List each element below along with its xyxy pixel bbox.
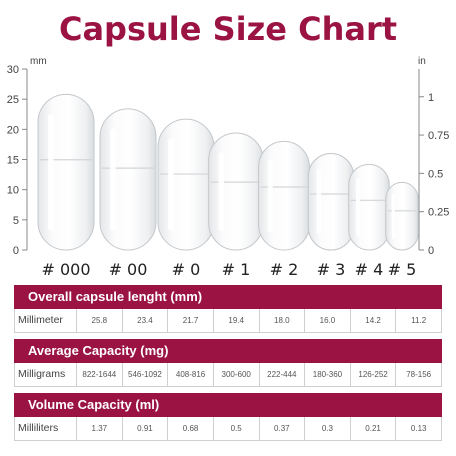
capacity-cell: 822-1644 bbox=[77, 363, 123, 386]
capsule-highlight bbox=[356, 178, 361, 236]
capsule-highlight bbox=[48, 113, 54, 231]
capacity-cell: 408-816 bbox=[168, 363, 214, 386]
length-cell: 19.4 bbox=[214, 309, 260, 332]
volume-table-header: Volume Capacity (ml) bbox=[14, 393, 442, 417]
capsule-highlight bbox=[218, 152, 224, 231]
capsule bbox=[307, 152, 355, 251]
left-axis-tick-label: 25 bbox=[7, 94, 19, 106]
volume-cell: 0.21 bbox=[351, 417, 397, 440]
volume-cell: 0.37 bbox=[260, 417, 306, 440]
length-cell: 14.2 bbox=[351, 309, 397, 332]
capsule-body bbox=[37, 93, 95, 251]
capsule-body bbox=[258, 140, 310, 251]
capacity-table: Average Capacity (mg) Milligrams 822-164… bbox=[14, 339, 442, 387]
capsule-highlight bbox=[316, 169, 322, 235]
capsule-size-label: # 1 bbox=[222, 260, 251, 279]
volume-cell: 0.13 bbox=[410, 424, 427, 433]
capsule bbox=[385, 181, 419, 251]
page-title: Capsule Size Chart bbox=[58, 10, 398, 48]
left-axis-tick-label: 15 bbox=[7, 155, 19, 167]
capacity-table-row: Milligrams 822-1644 546-1092 408-816 300… bbox=[14, 363, 442, 387]
capsule bbox=[37, 93, 95, 251]
capsule-size-label: # 4 bbox=[355, 260, 384, 279]
capacity-row-label: Milligrams bbox=[15, 363, 77, 386]
volume-cell: 0.68 bbox=[168, 417, 214, 440]
left-axis-tick-label: 20 bbox=[7, 124, 19, 136]
length-cell: 16.0 bbox=[305, 309, 351, 332]
capacity-cell: 78-156 bbox=[406, 370, 432, 379]
capsule bbox=[99, 108, 157, 251]
capsule bbox=[348, 163, 390, 251]
capsule-highlight bbox=[110, 128, 116, 231]
capsule-size-label: # 000 bbox=[41, 260, 90, 279]
left-axis-tick-label: 30 bbox=[7, 64, 19, 76]
length-cell: 23.4 bbox=[123, 309, 169, 332]
volume-cell: 0.5 bbox=[214, 417, 260, 440]
right-axis-tick-label: 0.5 bbox=[428, 168, 443, 180]
capsule-highlight bbox=[168, 138, 174, 231]
capsule-highlight bbox=[391, 193, 395, 239]
capsule-size-label: # 2 bbox=[270, 260, 299, 279]
right-axis-tick-label: 0.75 bbox=[428, 130, 449, 142]
left-axis-tick-label: 0 bbox=[13, 245, 19, 257]
right-axis-unit: in bbox=[418, 56, 426, 67]
capsule-chart: 0 5 10 15 20 25 30 mm 0 0.25 0.5 0.75 1 in # 000 # 00 #… bbox=[7, 56, 450, 279]
left-axis-tick-label: 10 bbox=[7, 185, 19, 197]
capacity-cell: 222-444 bbox=[260, 363, 306, 386]
capsule-body bbox=[208, 132, 264, 251]
length-cell: 18.0 bbox=[260, 309, 306, 332]
length-cell: 21.7 bbox=[168, 309, 214, 332]
capsule-size-label: # 5 bbox=[388, 260, 417, 279]
capsule-size-label: # 3 bbox=[317, 260, 346, 279]
right-axis-tick-label: 0.25 bbox=[428, 207, 449, 219]
volume-cell: 1.37 bbox=[77, 417, 123, 440]
left-axis-unit: mm bbox=[30, 56, 47, 67]
length-table: Overall capsule lenght (mm) Millimeter 2… bbox=[14, 285, 442, 333]
volume-row-label: Milliliters bbox=[15, 417, 77, 440]
right-axis-tick-label: 0 bbox=[428, 245, 434, 257]
length-cell: 25.8 bbox=[77, 309, 123, 332]
right-axis-tick-label: 1 bbox=[428, 92, 434, 104]
length-row-label: Millimeter bbox=[15, 309, 77, 332]
capsule-body bbox=[157, 118, 215, 251]
capacity-cell: 300-600 bbox=[214, 363, 260, 386]
capsule-body bbox=[385, 181, 419, 251]
capsule-size-label: # 0 bbox=[172, 260, 201, 279]
volume-table: Volume Capacity (ml) Milliliters 1.37 0.… bbox=[14, 393, 442, 441]
capsule-size-label: # 00 bbox=[109, 260, 148, 279]
capacity-cell: 180-360 bbox=[305, 363, 351, 386]
left-axis-tick-label: 5 bbox=[13, 215, 19, 227]
capacity-cell: 546-1092 bbox=[123, 363, 169, 386]
capacity-cell: 126-252 bbox=[351, 363, 397, 386]
capsule bbox=[208, 132, 264, 251]
capsule bbox=[157, 118, 215, 251]
volume-cell: 0.91 bbox=[123, 417, 169, 440]
capsule-body bbox=[307, 152, 355, 251]
capsule-body bbox=[348, 163, 390, 251]
capsule bbox=[258, 140, 310, 251]
length-table-row: Millimeter 25.8 23.4 21.7 19.4 18.0 16.0… bbox=[14, 309, 442, 333]
length-table-header: Overall capsule lenght (mm) bbox=[14, 285, 442, 309]
volume-table-row: Milliliters 1.37 0.91 0.68 0.5 0.37 0.3 … bbox=[14, 417, 442, 441]
length-cell: 11.2 bbox=[411, 316, 427, 325]
volume-cell: 0.3 bbox=[305, 417, 351, 440]
capsule-highlight bbox=[267, 159, 273, 233]
capacity-table-header: Average Capacity (mg) bbox=[14, 339, 442, 363]
capsule-body bbox=[99, 108, 157, 251]
